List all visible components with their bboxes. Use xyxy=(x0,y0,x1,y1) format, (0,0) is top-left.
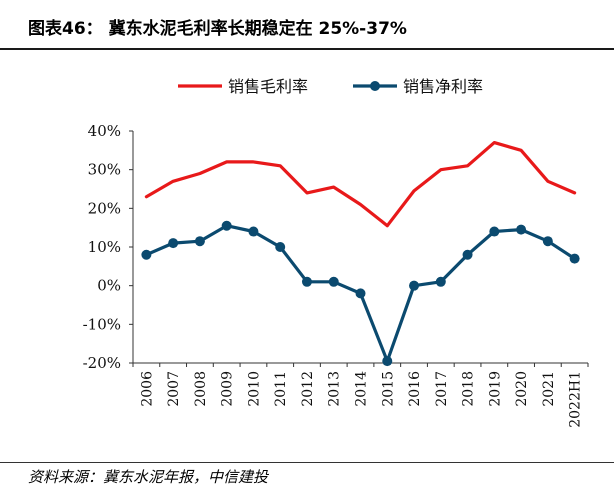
x-tick-label: 2020 xyxy=(514,371,530,407)
net-margin-point xyxy=(409,280,420,291)
net-margin-point xyxy=(248,226,259,237)
footer-divider xyxy=(0,462,614,463)
x-tick-label: 2010 xyxy=(246,371,262,407)
net-margin-point xyxy=(221,220,232,231)
gross-margin-line xyxy=(144,140,577,228)
y-tick-label: 20% xyxy=(88,199,121,217)
net-margin-point xyxy=(141,249,152,260)
x-tick-label: 2013 xyxy=(327,371,343,407)
y-tick-label: 10% xyxy=(88,238,121,256)
x-tick-label: 2008 xyxy=(193,371,209,407)
net-margin-point xyxy=(542,236,553,247)
x-tick-label: 2006 xyxy=(139,371,155,407)
x-tick-label: 2012 xyxy=(300,371,316,407)
x-tick-label: 2014 xyxy=(354,371,370,407)
net-margin-point xyxy=(516,224,527,235)
gross-margin-series xyxy=(144,140,577,228)
y-tick-label: 40% xyxy=(88,122,121,140)
net-margin-point xyxy=(301,276,312,287)
net-margin-point xyxy=(435,276,446,287)
net-margin-point xyxy=(328,276,339,287)
y-tick-label: -10% xyxy=(83,315,121,333)
x-tick-label: 2016 xyxy=(407,371,423,407)
net-margin-point xyxy=(462,249,473,260)
legend-marker-net-margin xyxy=(370,81,380,91)
net-margin-series xyxy=(141,220,580,367)
x-tick-label: 2007 xyxy=(166,371,182,407)
legend-label-gross-margin: 销售毛利率 xyxy=(228,77,308,96)
net-margin-point xyxy=(194,236,205,247)
legend-item-gross-margin: 销售毛利率 xyxy=(178,77,308,96)
chart-legend: 销售毛利率 销售净利率 xyxy=(178,77,483,96)
net-margin-point xyxy=(382,356,393,367)
net-margin-point xyxy=(168,238,179,249)
x-tick-label: 2022H1 xyxy=(568,371,584,428)
chart-axes xyxy=(129,130,589,367)
x-tick-label: 2011 xyxy=(273,371,289,407)
series-layer xyxy=(141,140,580,367)
y-tick-label: 0% xyxy=(97,277,121,295)
net-margin-point xyxy=(355,288,366,299)
net-margin-point xyxy=(275,242,286,252)
figure-header: 图表46： 冀东水泥毛利率长期稳定在 25%-37% xyxy=(0,0,614,50)
x-tick-labels: 2006 2007 2008 2009 2010 2011 2012 2013 2014 2015… xyxy=(139,371,583,428)
x-tick-label: 2015 xyxy=(380,371,396,407)
x-tick-label: 2017 xyxy=(434,371,450,407)
x-tick-label: 2009 xyxy=(220,371,236,407)
x-tick-label: 2021 xyxy=(541,371,557,407)
figure-title: 图表46： 冀东水泥毛利率长期稳定在 25%-37% xyxy=(28,19,407,39)
x-tick-label: 2018 xyxy=(461,371,477,407)
y-tick-label: -20% xyxy=(83,354,121,372)
x-tick-label: 2019 xyxy=(487,371,503,407)
line-chart: 销售毛利率 销售净利率 40%30%20%10%0%-10%-20% 2006 20… xyxy=(83,77,589,428)
legend-label-net-margin: 销售净利率 xyxy=(403,77,483,96)
y-tick-label: 30% xyxy=(88,161,121,179)
net-margin-point xyxy=(569,253,580,264)
legend-item-net-margin: 销售净利率 xyxy=(353,77,483,96)
source-note: 资料来源：冀东水泥年报，中信建投 xyxy=(28,468,269,486)
y-tick-labels: 40% 30% 20% 10% 0% -10% -20% xyxy=(83,122,121,372)
net-margin-point xyxy=(489,226,500,237)
